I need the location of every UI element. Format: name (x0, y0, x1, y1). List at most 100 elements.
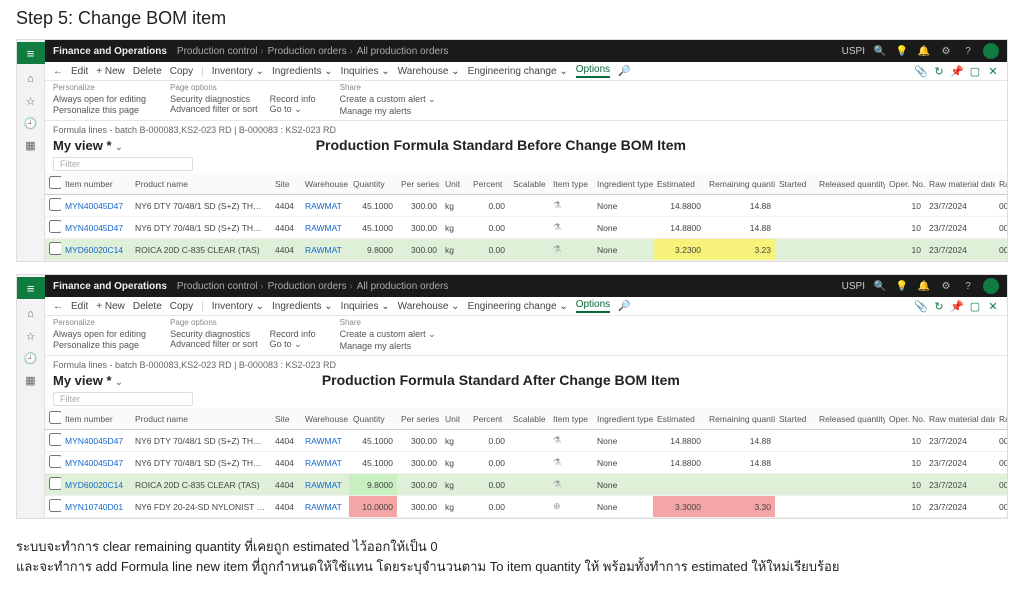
col-header[interactable]: Released quantity (815, 408, 885, 430)
col-header[interactable]: Started (775, 408, 815, 430)
inquiries-menu[interactable]: Inquiries ⌄ (341, 301, 390, 312)
col-header[interactable]: Percent (469, 173, 509, 195)
select-all-checkbox[interactable] (49, 176, 61, 189)
ribbon-item[interactable]: Advanced filter or sort (170, 104, 258, 114)
col-header[interactable]: Quantity (349, 408, 397, 430)
nav-modules-icon[interactable]: ▦ (24, 138, 38, 152)
close-icon[interactable]: ✕ (987, 300, 999, 312)
engchange-menu[interactable]: Engineering change ⌄ (468, 66, 568, 77)
options-tab[interactable]: Options (576, 64, 610, 78)
bell-icon[interactable]: 🔔 (917, 44, 931, 58)
warehouse-menu[interactable]: Warehouse ⌄ (398, 66, 460, 77)
help-icon[interactable]: ? (961, 279, 975, 293)
popout-icon[interactable]: ▢ (969, 300, 981, 312)
table-row[interactable]: MYN40045D47NY6 DTY 70/48/1 SD (S+Z) THAI… (45, 452, 1007, 474)
attach-icon[interactable]: 📎 (915, 300, 927, 312)
col-header[interactable]: Per series (397, 173, 441, 195)
nav-modules-icon[interactable]: ▦ (24, 373, 38, 387)
col-header[interactable]: Raw material time (995, 408, 1007, 430)
ribbon-item[interactable]: Manage my alerts (340, 106, 436, 116)
col-header[interactable]: Quantity (349, 173, 397, 195)
ribbon-item[interactable]: Go to ⌄ (270, 339, 316, 350)
col-header[interactable]: Started (775, 173, 815, 195)
col-header[interactable]: Oper. No. (885, 408, 925, 430)
new-button[interactable]: + New (96, 301, 125, 312)
pin-icon[interactable]: 📌 (951, 65, 963, 77)
ribbon-item[interactable]: Security diagnostics (170, 329, 258, 339)
ribbon-item[interactable]: Personalize this page (53, 340, 146, 350)
col-header[interactable]: Site (271, 173, 301, 195)
search-icon[interactable]: 🔍 (873, 279, 887, 293)
pin-icon[interactable]: 📌 (951, 300, 963, 312)
table-row[interactable]: MYN40045D47NY6 DTY 70/48/1 SD (S+Z) THAI… (45, 430, 1007, 452)
col-header[interactable]: Item number (61, 408, 131, 430)
col-header[interactable] (45, 173, 61, 195)
col-header[interactable]: Unit (441, 408, 469, 430)
col-header[interactable]: Ingredient type (593, 173, 653, 195)
inventory-menu[interactable]: Inventory ⌄ (212, 301, 264, 312)
ribbon-item[interactable]: Record info (270, 94, 316, 104)
select-all-checkbox[interactable] (49, 411, 61, 424)
nav-clock-icon[interactable]: 🕘 (24, 351, 38, 365)
col-header[interactable]: Product name (131, 408, 271, 430)
col-header[interactable]: Unit (441, 173, 469, 195)
avatar[interactable] (983, 278, 999, 294)
col-header[interactable]: Remaining quantity (705, 173, 775, 195)
row-checkbox[interactable] (49, 477, 61, 490)
row-checkbox[interactable] (49, 455, 61, 468)
col-header[interactable] (45, 408, 61, 430)
company-code[interactable]: USPI (842, 46, 865, 57)
gear-icon[interactable]: ⚙ (939, 44, 953, 58)
ribbon-item[interactable]: Always open for editing (53, 329, 146, 339)
filter-input[interactable]: Filter (53, 157, 193, 171)
copy-button[interactable]: Copy (170, 66, 193, 77)
inquiries-menu[interactable]: Inquiries ⌄ (341, 66, 390, 77)
col-header[interactable]: Item type (549, 408, 593, 430)
nav-clock-icon[interactable]: 🕘 (24, 116, 38, 130)
bell-icon[interactable]: 🔔 (917, 279, 931, 293)
row-checkbox[interactable] (49, 433, 61, 446)
refresh-icon[interactable]: ↻ (933, 300, 945, 312)
row-checkbox[interactable] (49, 220, 61, 233)
close-icon[interactable]: ✕ (987, 65, 999, 77)
view-name[interactable]: My view * ⌄ (53, 373, 123, 388)
col-header[interactable]: Oper. No. (885, 173, 925, 195)
filter-input[interactable]: Filter (53, 392, 193, 406)
inventory-menu[interactable]: Inventory ⌄ (212, 66, 264, 77)
gear-icon[interactable]: ⚙ (939, 279, 953, 293)
col-header[interactable]: Per series (397, 408, 441, 430)
table-row[interactable]: MYD60020C14ROICA 20D C-835 CLEAR (TAS)44… (45, 474, 1007, 496)
bulb-icon[interactable]: 💡 (895, 44, 909, 58)
copy-button[interactable]: Copy (170, 301, 193, 312)
ribbon-item[interactable]: Manage my alerts (340, 341, 436, 351)
col-header[interactable]: Scalable (509, 173, 549, 195)
popout-icon[interactable]: ▢ (969, 65, 981, 77)
table-row[interactable]: MYN10740D01NY6 FDY 20-24-SD NYLONIST (TC… (45, 496, 1007, 518)
edit-button[interactable]: Edit (71, 301, 88, 312)
ribbon-item[interactable]: Advanced filter or sort (170, 339, 258, 349)
refresh-icon[interactable]: ↻ (933, 65, 945, 77)
table-row[interactable]: MYD60020C14ROICA 20D C-835 CLEAR (TAS)44… (45, 239, 1007, 261)
nav-star-icon[interactable]: ☆ (24, 329, 38, 343)
row-checkbox[interactable] (49, 499, 61, 512)
nav-home-icon[interactable]: ⌂ (24, 307, 38, 321)
ribbon-item[interactable]: Record info (270, 329, 316, 339)
ribbon-item[interactable]: Go to ⌄ (270, 104, 316, 115)
nav-hamburger-icon[interactable]: ≡ (17, 277, 45, 299)
col-header[interactable]: Released quantity (815, 173, 885, 195)
col-header[interactable]: Estimated (653, 173, 705, 195)
ribbon-item[interactable]: Create a custom alert ⌄ (340, 94, 436, 105)
ingredients-menu[interactable]: Ingredients ⌄ (272, 301, 333, 312)
delete-button[interactable]: Delete (133, 66, 162, 77)
nav-star-icon[interactable]: ☆ (24, 94, 38, 108)
row-checkbox[interactable] (49, 198, 61, 211)
back-button[interactable]: ← (53, 301, 63, 312)
col-header[interactable]: Remaining quantity (705, 408, 775, 430)
col-header[interactable]: Scalable (509, 408, 549, 430)
back-button[interactable]: ← (53, 66, 63, 77)
delete-button[interactable]: Delete (133, 301, 162, 312)
ribbon-item[interactable]: Security diagnostics (170, 94, 258, 104)
col-header[interactable]: Raw material date (925, 173, 995, 195)
search-icon[interactable]: 🔍 (873, 44, 887, 58)
row-checkbox[interactable] (49, 242, 61, 255)
